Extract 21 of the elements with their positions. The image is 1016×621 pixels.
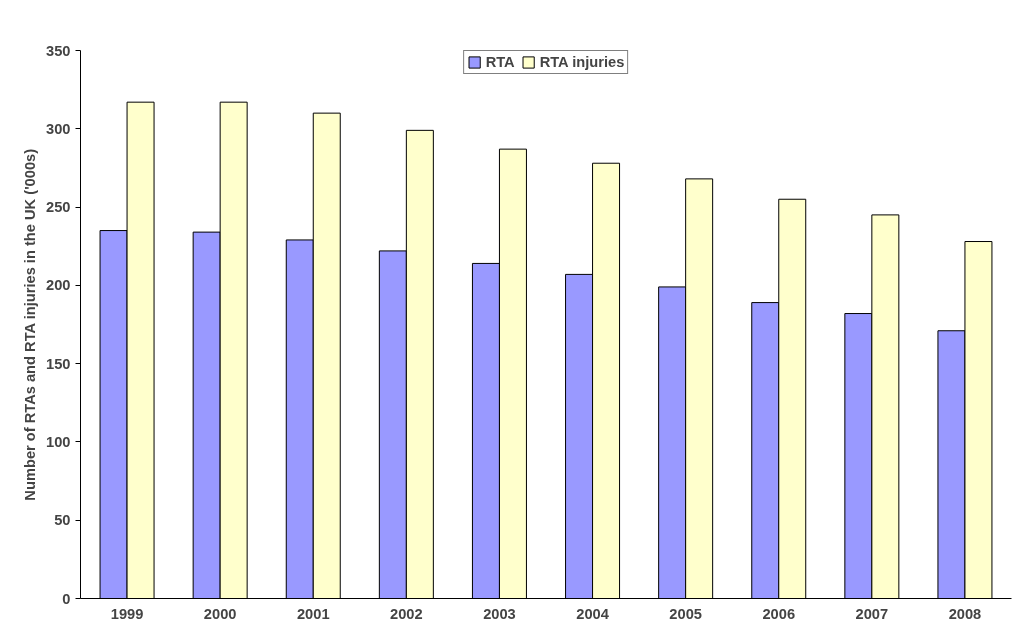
x-tick-label: 1999 — [110, 605, 144, 621]
y-tick-label: 100 — [46, 433, 71, 450]
legend-label: RTA — [485, 54, 515, 70]
x-tick-label: 2001 — [296, 605, 330, 621]
x-tick-label: 2008 — [948, 605, 982, 621]
x-tick-label: 2000 — [203, 605, 237, 621]
legend-label: RTA injuries — [539, 54, 625, 70]
x-tick-label: 2002 — [390, 605, 423, 621]
y-tick-label: 150 — [46, 355, 71, 372]
y-axis-title: Number of RTAs and RTA injuries in the UK ('000s) — [22, 148, 39, 501]
y-tick-label: 50 — [54, 512, 71, 529]
y-tick-label: 350 — [46, 42, 71, 59]
y-tick-label: 200 — [46, 277, 71, 294]
x-tick-label: 2003 — [483, 605, 516, 621]
y-tick-label: 0 — [62, 590, 71, 607]
x-tick-label: 2005 — [669, 605, 702, 621]
y-tick-label: 300 — [46, 120, 71, 137]
x-tick-label: 2004 — [576, 605, 610, 621]
x-tick-label: 2007 — [855, 605, 889, 621]
y-tick-label: 250 — [46, 199, 71, 216]
x-tick-label: 2006 — [762, 605, 796, 621]
